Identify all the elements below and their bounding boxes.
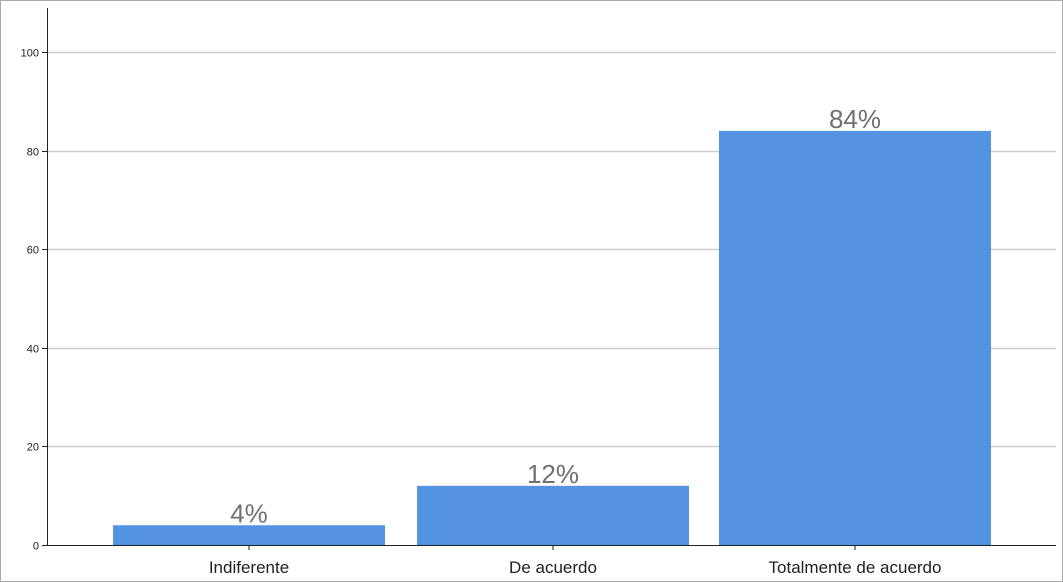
- data-label: 12%: [527, 459, 579, 489]
- labels: 0 20 40 60 80 100 4% Indiferente 12% De acuerdo 84…: [21, 48, 942, 578]
- bar-totalmente-de-acuerdo: [719, 130, 991, 545]
- x-category-label: De acuerdo: [509, 558, 597, 577]
- data-label: 84%: [829, 104, 881, 134]
- y-tick-label: 20: [27, 442, 39, 454]
- bar-indiferente: [113, 525, 385, 545]
- y-tick-label: 80: [27, 147, 39, 159]
- x-category-label: Totalmente de acuerdo: [769, 558, 942, 577]
- y-tick-label: 100: [21, 48, 39, 60]
- bar-de-acuerdo: [417, 485, 689, 545]
- y-tick-label: 0: [33, 541, 39, 553]
- axes: [42, 8, 1056, 550]
- y-tick-label: 40: [27, 344, 39, 356]
- bars: [113, 130, 991, 545]
- x-category-label: Indiferente: [209, 558, 289, 577]
- data-label: 4%: [230, 498, 268, 528]
- y-tick-label: 60: [27, 245, 39, 257]
